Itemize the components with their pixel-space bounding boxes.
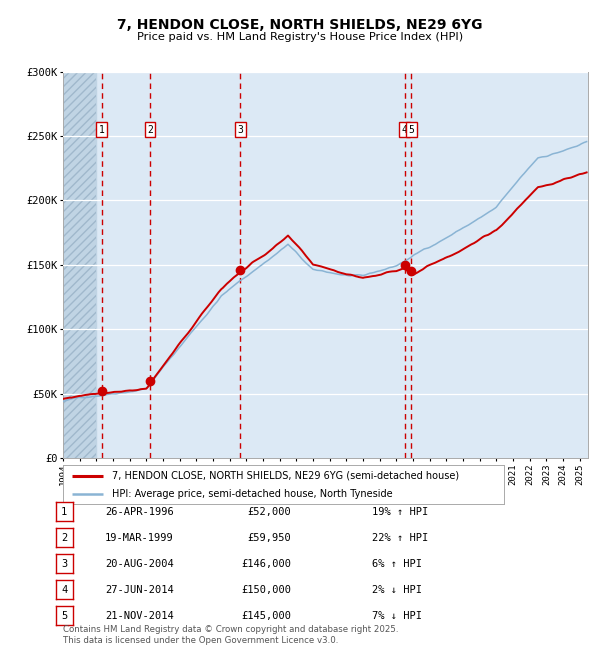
Text: 5: 5 [61, 610, 67, 621]
Text: 4: 4 [61, 584, 67, 595]
Text: 21-NOV-2014: 21-NOV-2014 [105, 610, 174, 621]
Text: 4: 4 [401, 125, 407, 135]
Text: 3: 3 [61, 558, 67, 569]
Text: 2: 2 [61, 532, 67, 543]
Text: Price paid vs. HM Land Registry's House Price Index (HPI): Price paid vs. HM Land Registry's House … [137, 32, 463, 42]
Text: 26-APR-1996: 26-APR-1996 [105, 506, 174, 517]
Text: £59,950: £59,950 [247, 532, 291, 543]
Text: Contains HM Land Registry data © Crown copyright and database right 2025.
This d: Contains HM Land Registry data © Crown c… [63, 625, 398, 645]
Text: 22% ↑ HPI: 22% ↑ HPI [372, 532, 428, 543]
Text: 27-JUN-2014: 27-JUN-2014 [105, 584, 174, 595]
Text: 19% ↑ HPI: 19% ↑ HPI [372, 506, 428, 517]
Text: 3: 3 [238, 125, 243, 135]
Text: £145,000: £145,000 [241, 610, 291, 621]
Text: 7% ↓ HPI: 7% ↓ HPI [372, 610, 422, 621]
Text: 7, HENDON CLOSE, NORTH SHIELDS, NE29 6YG (semi-detached house): 7, HENDON CLOSE, NORTH SHIELDS, NE29 6YG… [112, 471, 458, 480]
Text: 1: 1 [99, 125, 104, 135]
Text: 7, HENDON CLOSE, NORTH SHIELDS, NE29 6YG: 7, HENDON CLOSE, NORTH SHIELDS, NE29 6YG [117, 18, 483, 32]
Text: £146,000: £146,000 [241, 558, 291, 569]
Text: 2: 2 [147, 125, 153, 135]
Bar [63, 72, 97, 458]
Text: 20-AUG-2004: 20-AUG-2004 [105, 558, 174, 569]
Text: 5: 5 [408, 125, 414, 135]
Text: 19-MAR-1999: 19-MAR-1999 [105, 532, 174, 543]
Text: HPI: Average price, semi-detached house, North Tyneside: HPI: Average price, semi-detached house,… [112, 489, 392, 499]
Text: £52,000: £52,000 [247, 506, 291, 517]
Bar [63, 72, 97, 458]
Text: 1: 1 [61, 506, 67, 517]
Text: 6% ↑ HPI: 6% ↑ HPI [372, 558, 422, 569]
Text: £150,000: £150,000 [241, 584, 291, 595]
Text: 2% ↓ HPI: 2% ↓ HPI [372, 584, 422, 595]
